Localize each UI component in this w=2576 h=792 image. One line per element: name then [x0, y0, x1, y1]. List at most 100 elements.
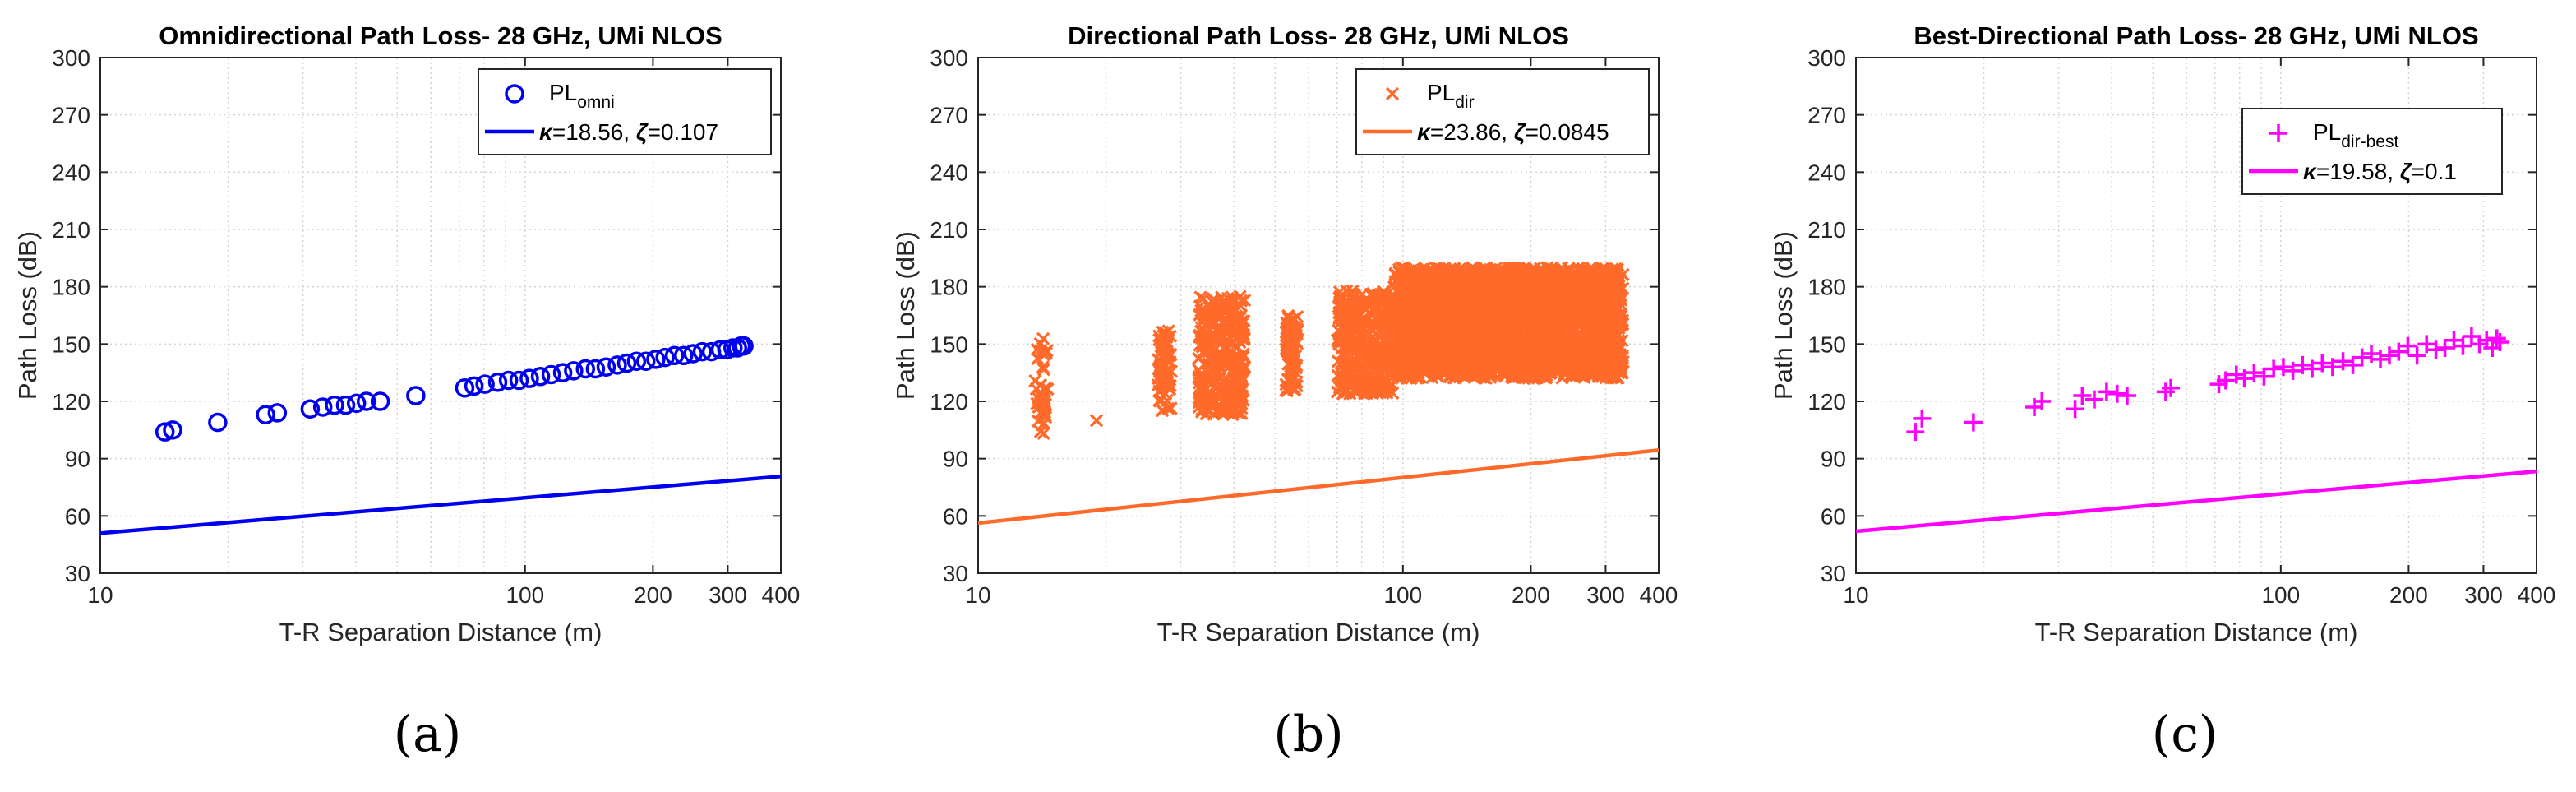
data-point — [1033, 406, 1047, 420]
data-point — [1542, 354, 1556, 369]
data-point — [1523, 271, 1537, 286]
data-point — [635, 351, 656, 371]
data-point — [1544, 262, 1558, 276]
data-point — [487, 373, 508, 392]
x-tick-label: 200 — [1512, 582, 1550, 608]
data-point — [2454, 336, 2472, 355]
legend-fit-label: κ=23.86, ζ=0.0845 — [1417, 119, 1609, 145]
data-point — [1417, 309, 1432, 324]
data-point — [1388, 340, 1403, 354]
data-point — [1350, 382, 1365, 396]
y-tick-label: 150 — [52, 331, 90, 357]
x-tick-label: 200 — [634, 582, 672, 608]
y-tick-label: 120 — [1807, 389, 1846, 415]
data-point — [1582, 289, 1596, 303]
legend-zeta-value: =0.0845 — [1526, 119, 1609, 145]
legend-fit-label: κ=19.58, ζ=0.1 — [2303, 159, 2457, 184]
data-point — [1413, 271, 1427, 285]
x-tick-label: 300 — [2464, 582, 2503, 608]
data-point — [1279, 338, 1293, 352]
data-point — [2323, 358, 2342, 377]
data-point — [1420, 322, 1433, 336]
legend-kappa-symbol: κ — [539, 119, 553, 145]
chart-title: Omnidirectional Path Loss- 28 GHz, UMi N… — [159, 21, 722, 50]
fit-line — [978, 448, 1659, 526]
data-point — [1425, 278, 1439, 292]
data-point — [1197, 313, 1211, 327]
chart-panel-b: 10 100 200 300 400 30 60 90 120 150 180 210 240 270 30… — [891, 21, 1678, 646]
data-point — [1464, 268, 1478, 282]
data-point — [2407, 346, 2426, 365]
data-point — [1387, 305, 1401, 319]
legend-marker-shape — [2269, 124, 2287, 142]
data-point — [1358, 295, 1372, 309]
data-point — [564, 361, 584, 381]
data-point — [607, 355, 627, 375]
data-point — [1498, 299, 1512, 313]
data-point — [1153, 331, 1167, 346]
data-point — [1361, 328, 1375, 342]
data-point — [1212, 372, 1227, 386]
data-point — [1553, 266, 1568, 280]
legend-kappa-value: =18.56, — [552, 119, 636, 145]
legend-kappa-value: =23.86, — [1430, 119, 1514, 145]
data-point — [541, 364, 561, 385]
data-point — [1199, 402, 1214, 417]
data-point — [1503, 285, 1517, 299]
data-point — [2313, 354, 2332, 373]
data-point — [1580, 355, 1595, 369]
y-tick-label: 300 — [52, 45, 90, 71]
data-point — [1344, 336, 1359, 350]
y-tick-label: 300 — [1807, 45, 1846, 71]
chart-title: Best-Directional Path Loss- 28 GHz, UMi … — [1914, 21, 2478, 50]
data-point — [464, 376, 484, 396]
data-point — [1447, 300, 1462, 314]
y-tick-label: 270 — [52, 103, 90, 128]
data-point — [1602, 289, 1616, 303]
data-point — [2293, 355, 2312, 374]
x-tick-label: 100 — [2261, 582, 2300, 608]
data-point — [2491, 333, 2509, 352]
legend-box — [1355, 68, 1650, 155]
legend-series-base: PL — [1427, 80, 1455, 105]
y-tick-label: 150 — [1807, 331, 1846, 357]
data-point — [1036, 360, 1050, 374]
data-point — [1337, 298, 1352, 313]
legend-marker — [1385, 86, 1400, 101]
data-point — [2085, 390, 2103, 409]
data-point — [1413, 336, 1427, 350]
chart-title: Directional Path Loss- 28 GHz, UMi NLOS — [1068, 21, 1569, 50]
data-point — [1399, 317, 1413, 331]
legend: PLomni κ=18.56, ζ=0.107 — [478, 68, 772, 155]
data-point — [1600, 305, 1613, 319]
data-point — [1566, 324, 1580, 338]
ticks — [99, 57, 782, 574]
data-point — [2426, 340, 2445, 359]
y-tick-label: 30 — [65, 561, 90, 586]
data-point — [346, 393, 367, 414]
data-point — [1231, 349, 1245, 363]
data-point — [2462, 327, 2481, 346]
data-point — [406, 386, 426, 405]
y-tick-label: 30 — [1821, 561, 1846, 586]
y-tick-label: 270 — [1807, 103, 1846, 128]
data-point — [1490, 337, 1504, 351]
data-point — [1360, 351, 1374, 365]
data-point — [1207, 362, 1221, 376]
data-point — [1535, 284, 1550, 298]
data-point — [1202, 330, 1216, 344]
data-point — [1218, 358, 1233, 372]
x-tick-label: 300 — [1586, 582, 1625, 608]
data-point — [1535, 301, 1549, 315]
data-point — [1446, 364, 1461, 377]
data-point — [683, 344, 703, 364]
data-point — [1445, 266, 1459, 280]
data-point — [1604, 280, 1618, 294]
data-point — [1200, 390, 1215, 405]
data-point — [1470, 368, 1484, 382]
data-point — [1393, 272, 1407, 287]
legend-series-label: PLomni — [549, 80, 615, 112]
data-point — [2398, 336, 2417, 355]
data-point — [1964, 413, 1983, 432]
data-point — [1487, 337, 1501, 351]
